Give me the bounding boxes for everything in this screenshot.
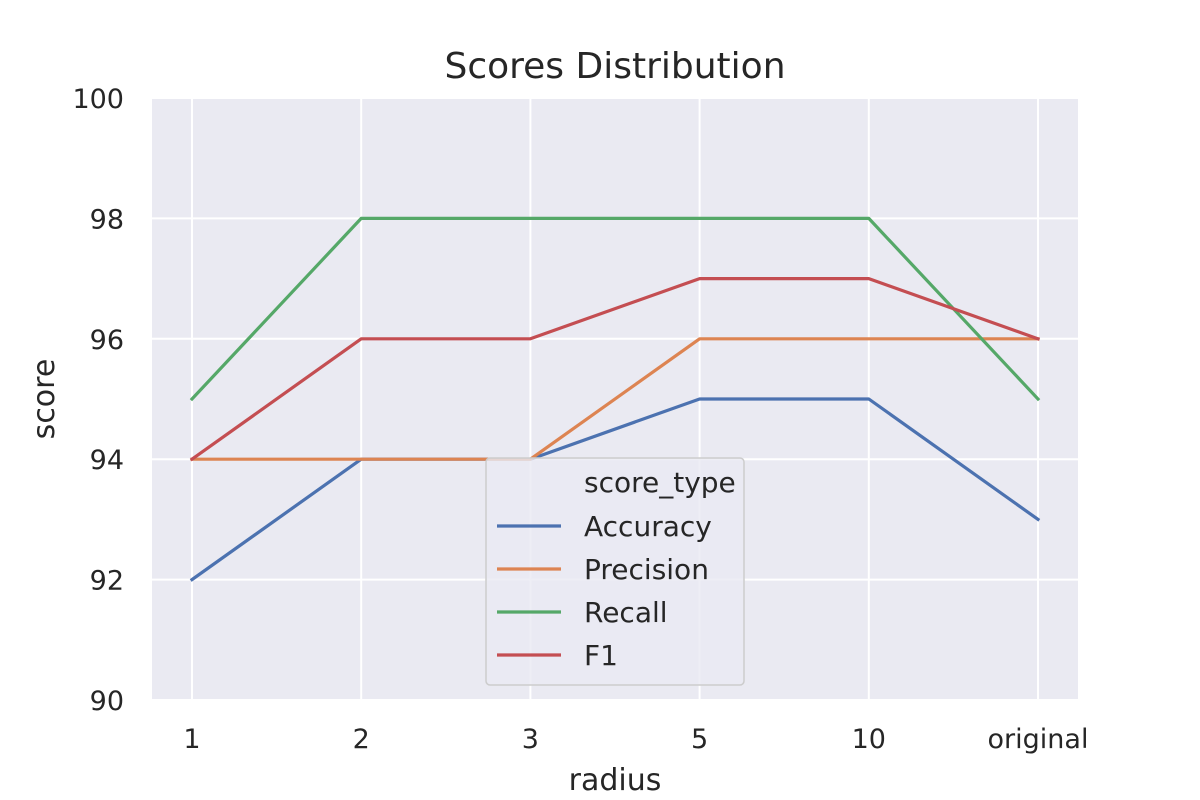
x-tick-label: original: [988, 724, 1089, 755]
legend-label-f1: F1: [584, 639, 618, 672]
y-tick-label: 96: [90, 325, 124, 356]
series-lines: [189, 216, 1041, 582]
y-tick-label: 98: [90, 204, 124, 235]
legend-title: score_type: [584, 466, 736, 499]
series-line-accuracy: [189, 397, 1041, 582]
series-line-recall: [189, 216, 1041, 402]
y-tick-label: 100: [72, 84, 124, 115]
legend-label-accuracy: Accuracy: [584, 510, 712, 543]
legend-box: [485, 457, 745, 686]
y-axis-label: score: [27, 359, 62, 440]
legend: score_type Accuracy Precision Recall F1: [485, 457, 745, 686]
legend-label-precision: Precision: [584, 553, 709, 586]
x-tick-label: 2: [353, 724, 370, 755]
y-tick-label: 90: [90, 686, 124, 717]
series-line-precision: [190, 337, 1040, 461]
x-tick-label: 5: [691, 724, 708, 755]
legend-items: Accuracy Precision Recall F1: [497, 510, 712, 672]
legend-label-recall: Recall: [584, 596, 668, 629]
x-tick-label: 1: [183, 724, 200, 755]
x-tick-label: 3: [522, 724, 539, 755]
series-line-f1: [189, 277, 1041, 462]
y-tick-label: 92: [90, 566, 124, 597]
x-axis-label: radius: [569, 763, 662, 798]
x-tick-label: 10: [852, 724, 886, 755]
tick-labels: 1 2 3 5 10 original 90 92 94 96 98 100: [72, 84, 1088, 755]
chart-title: Scores Distribution: [444, 46, 785, 87]
y-tick-label: 94: [90, 445, 124, 476]
